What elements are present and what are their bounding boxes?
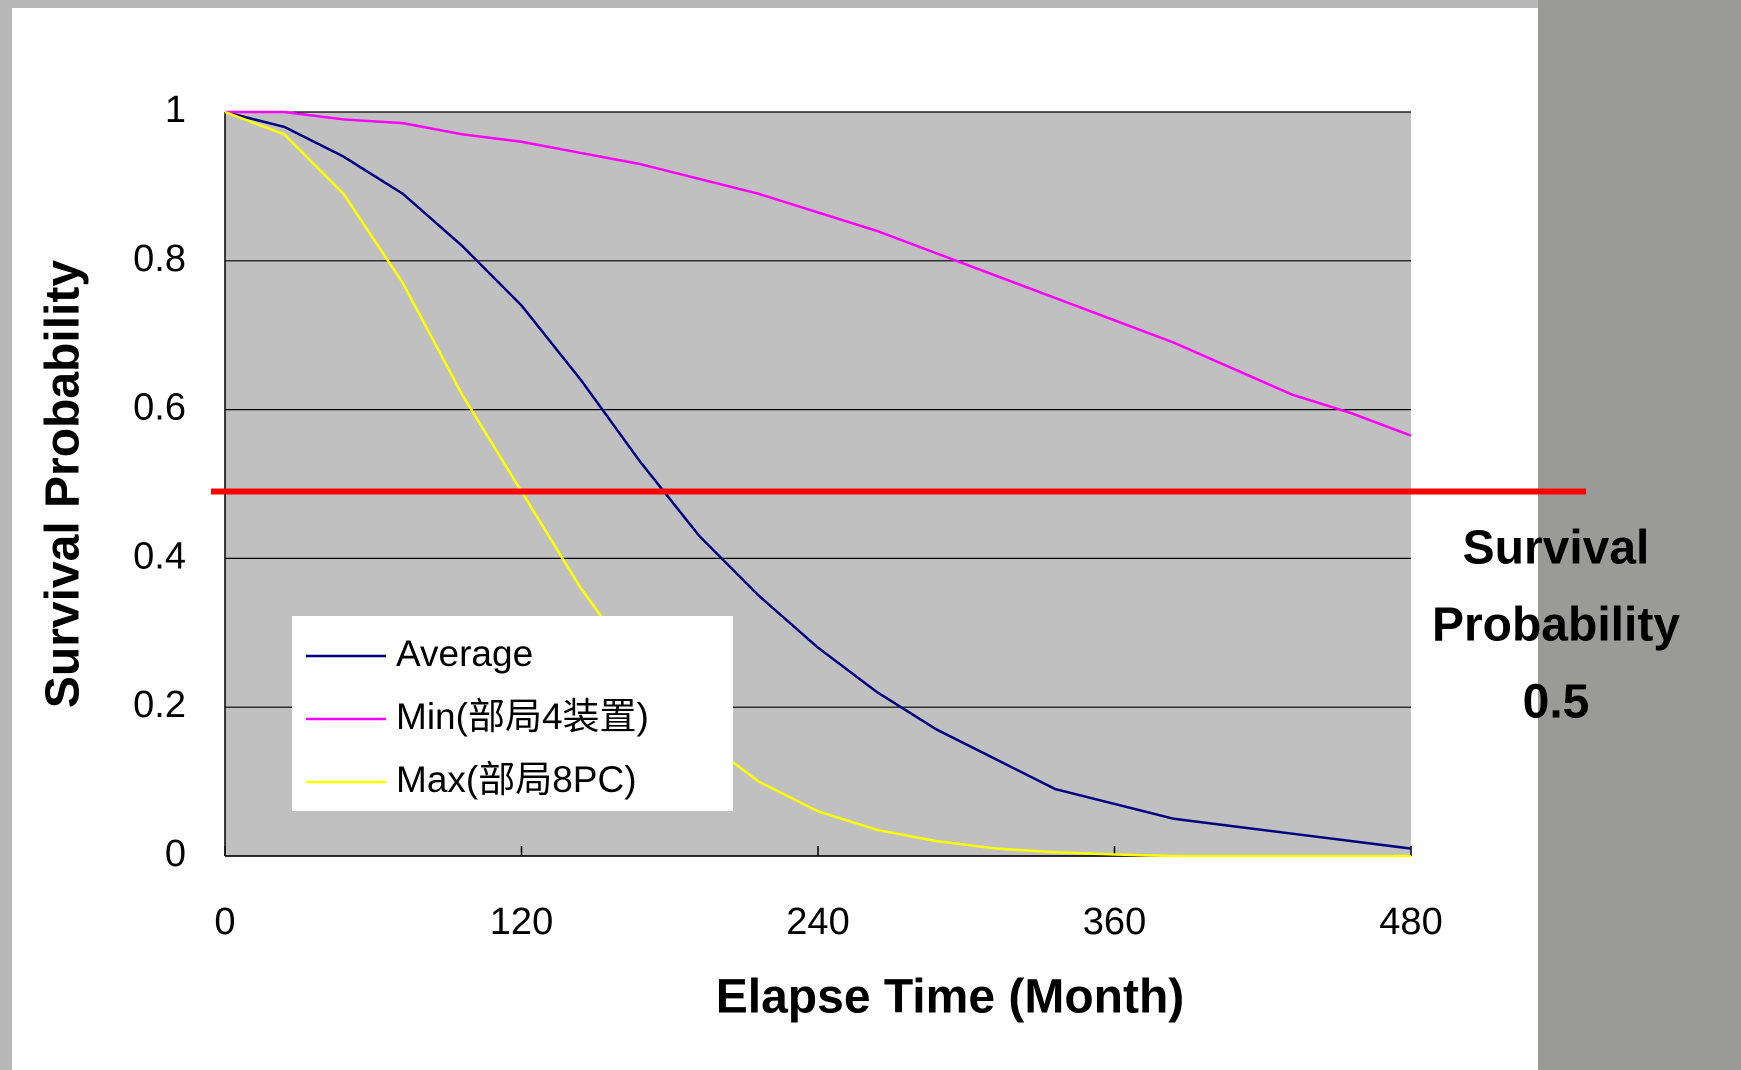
x-tick-label: 360 bbox=[1083, 901, 1146, 943]
legend-label: Min(部局4装置) bbox=[396, 696, 649, 737]
x-tick-label: 480 bbox=[1379, 901, 1442, 943]
legend-label: Average bbox=[396, 633, 533, 674]
annotation: Survival bbox=[1463, 522, 1650, 575]
y-tick-label: 0 bbox=[165, 833, 186, 875]
annotation: Probability bbox=[1432, 599, 1680, 652]
y-axis-title: Survival Probability bbox=[37, 260, 90, 708]
x-tick-label: 120 bbox=[490, 901, 553, 943]
y-tick-label: 0.4 bbox=[133, 535, 186, 577]
annotation: 0.5 bbox=[1523, 676, 1590, 729]
x-tick-label: 240 bbox=[786, 901, 849, 943]
x-tick-label: 0 bbox=[214, 901, 235, 943]
legend-label: Max(部局8PC) bbox=[396, 759, 637, 800]
series-line bbox=[225, 110, 1412, 437]
y-tick-label: 0.2 bbox=[133, 684, 186, 726]
x-axis-title: Elapse Time (Month) bbox=[716, 971, 1185, 1024]
y-tick-label: 0.6 bbox=[133, 387, 186, 429]
series-line bbox=[224, 110, 1412, 850]
legend-box bbox=[292, 616, 733, 811]
y-tick-label: 1 bbox=[165, 89, 186, 131]
series-line bbox=[224, 110, 1411, 858]
y-tick-label: 0.8 bbox=[133, 238, 186, 280]
building-photo bbox=[1538, 0, 1741, 1070]
